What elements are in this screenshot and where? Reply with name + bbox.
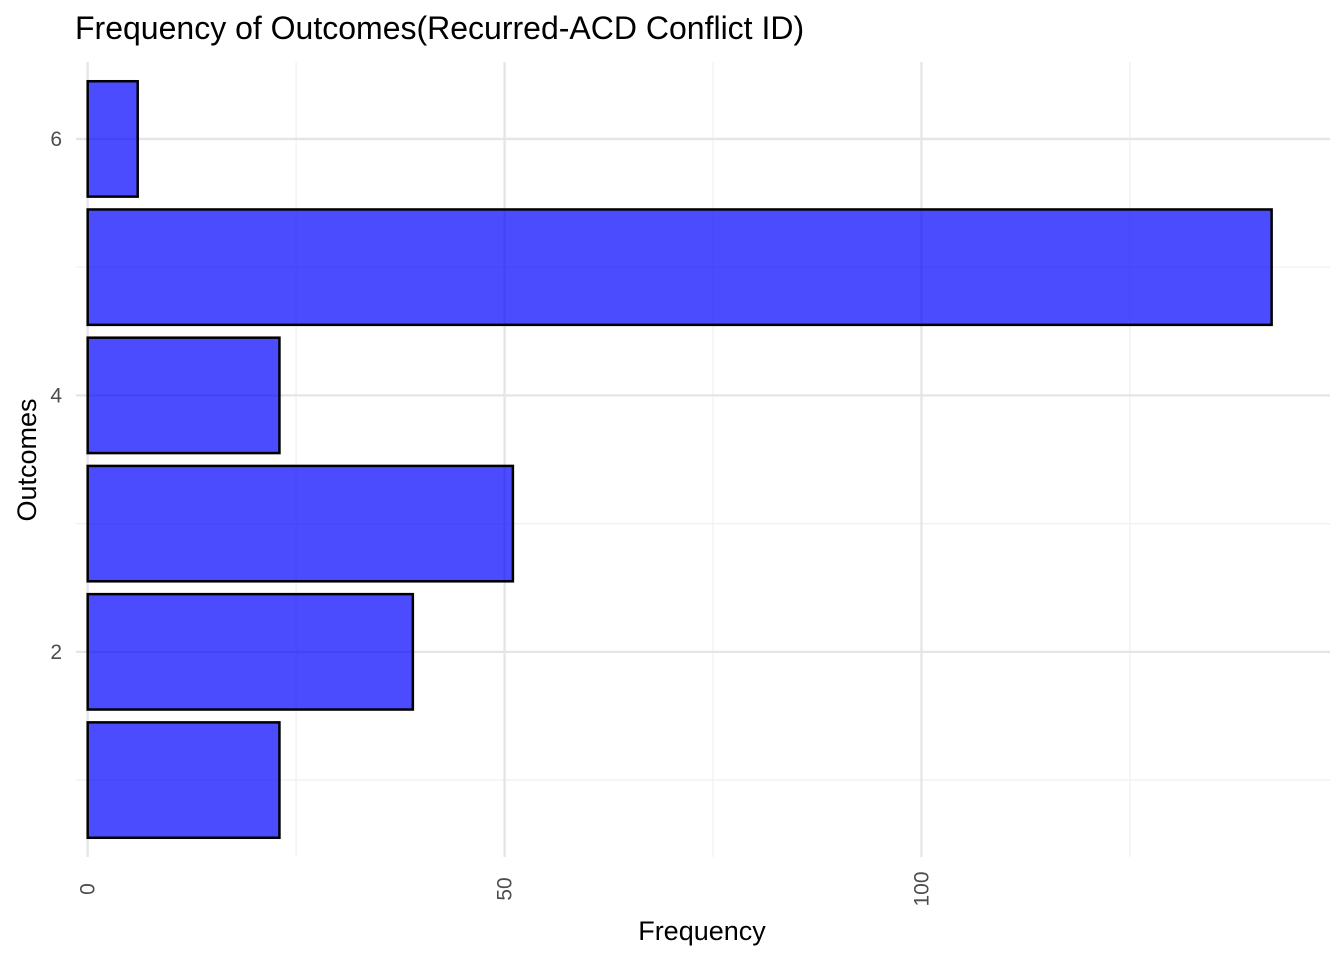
bar-outcome-2 (86, 592, 415, 711)
y-tick-label: 2 (50, 641, 62, 664)
chart-title: Frequency of Outcomes(Recurred-ACD Confl… (75, 10, 804, 46)
y-tick-label: 4 (50, 384, 62, 407)
x-axis-label: Frequency (638, 916, 766, 946)
bar-outcome-4 (86, 336, 281, 455)
x-tick-label: 100 (910, 871, 933, 906)
bar-outcome-6 (86, 79, 139, 198)
y-tick-label: 6 (50, 128, 62, 151)
x-tick-label: 50 (494, 877, 517, 900)
x-tick-label: 0 (77, 883, 100, 895)
y-axis-ticks: 2 4 6 (50, 128, 62, 664)
x-axis-ticks: 0 50 100 (77, 871, 934, 906)
bar-outcome-3 (86, 464, 515, 583)
bars (86, 79, 1273, 840)
bar-outcome-5 (86, 208, 1273, 327)
bar-outcome-1 (86, 721, 281, 840)
y-axis-label: Outcomes (12, 398, 42, 521)
